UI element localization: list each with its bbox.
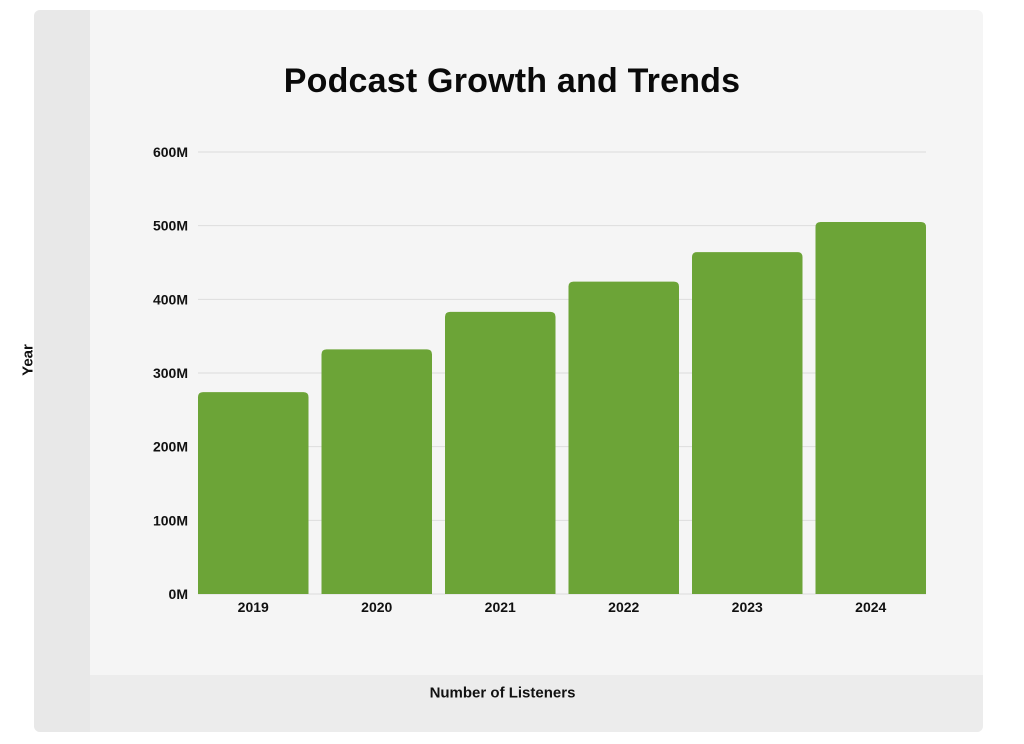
bar-2020	[321, 349, 432, 594]
x-tick-label: 2023	[732, 599, 763, 615]
bar-2023	[692, 252, 803, 595]
y-tick-label: 100M	[153, 512, 188, 528]
x-tick-label: 2024	[855, 599, 886, 615]
x-tick-label: 2022	[608, 599, 639, 615]
x-tick-labels: 2019 2020 2021 2022 2023 2024	[238, 599, 887, 615]
bar-2024	[815, 221, 926, 594]
chart-title: Podcast Growth and Trends	[283, 62, 741, 100]
y-tick-label: 600M	[153, 144, 188, 160]
x-tick-label: 2020	[361, 599, 392, 615]
x-axis-strip	[90, 675, 983, 732]
bar-2019	[198, 392, 309, 594]
gridlines	[198, 151, 926, 595]
bars	[198, 221, 926, 595]
bar-2021	[445, 311, 556, 594]
y-tick-label: 200M	[153, 439, 188, 455]
x-tick-label: 2019	[238, 599, 269, 615]
y-tick-label: 0M	[169, 586, 188, 602]
x-axis-label: Number of Listeners	[429, 684, 576, 702]
bar-2022	[568, 281, 679, 594]
y-tick-label: 300M	[153, 365, 188, 381]
y-tick-labels: 0M 100M 200M 300M 400M 500M 600M	[153, 144, 188, 602]
y-axis-strip	[34, 10, 90, 732]
x-tick-label: 2021	[485, 599, 516, 615]
y-tick-label: 500M	[153, 218, 188, 234]
y-tick-label: 400M	[153, 291, 188, 307]
